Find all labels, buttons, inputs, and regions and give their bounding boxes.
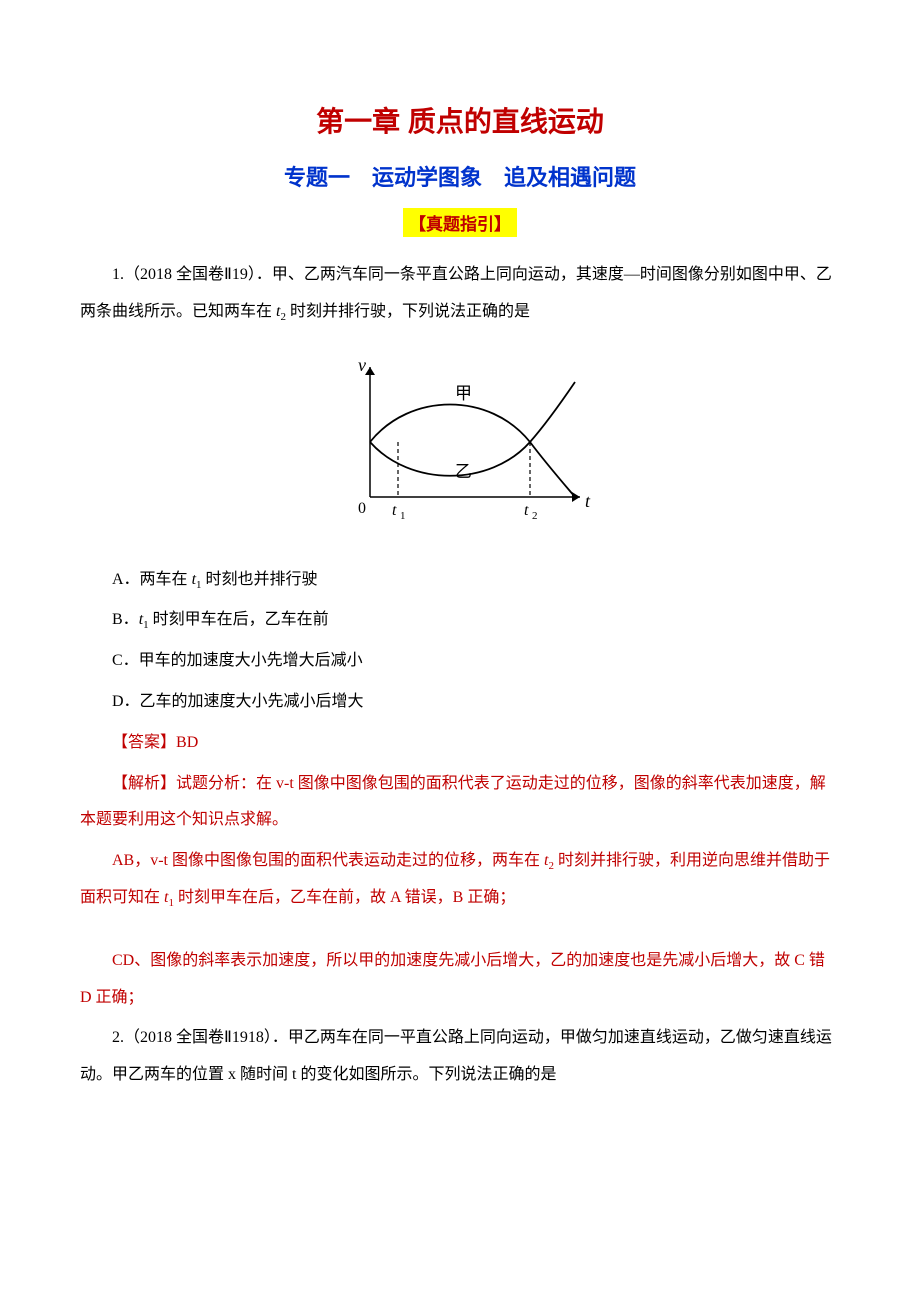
q1-analysis1: 【解析】试题分析：在 v-t 图像中图像包围的面积代表了运动走过的位移，图像的斜…: [80, 766, 840, 840]
curve-yi: [370, 382, 575, 476]
answer-label: 【答案】: [112, 734, 176, 751]
origin-label: 0: [358, 500, 366, 517]
q1-option-c: C．甲车的加速度大小先增大后减小: [80, 643, 840, 680]
q1-ana2-pre: AB，v-t 图像中图像包围的面积代表运动走过的位移，两车在: [112, 852, 544, 869]
q1-optb-pre: B．: [112, 611, 139, 628]
q1-stem-text2: 时刻并排行驶，下列说法正确的是: [286, 303, 530, 320]
q1-option-a: A．两车在 t1 时刻也并排行驶: [80, 562, 840, 599]
q1-opta-pre: A．两车在: [112, 571, 192, 588]
jia-label: 甲: [455, 384, 472, 403]
q1-ana2-post: 时刻甲车在后，乙车在前，故 A 错误，B 正确；: [174, 889, 515, 906]
q1-option-b: B．t1 时刻甲车在后，乙车在前: [80, 602, 840, 639]
section-title: 专题一 运动学图象 追及相遇问题: [80, 160, 840, 192]
t1-label: t: [392, 502, 397, 519]
t-axis-label: t: [585, 491, 591, 511]
yi-label: 乙: [455, 462, 472, 481]
q1-answer: 【答案】BD: [80, 725, 840, 762]
q1-option-d: D．乙车的加速度大小先减小后增大: [80, 684, 840, 721]
q1-analysis3: CD、图像的斜率表示加速度，所以甲的加速度先减小后增大，乙的加速度也是先减小后增…: [80, 943, 840, 1017]
y-arrow-icon: [365, 367, 375, 375]
spacer: [80, 921, 840, 943]
q2-stem: 2.（2018 全国卷Ⅱ1918）．甲乙两车在同一平直公路上同向运动，甲做匀加速…: [80, 1020, 840, 1094]
q1-analysis2: AB，v-t 图像中图像包围的面积代表运动走过的位移，两车在 t2 时刻并排行驶…: [80, 843, 840, 917]
q1-figure: v t 0 t 1 t 2 甲 乙: [80, 347, 840, 542]
answer-value: BD: [176, 734, 198, 751]
t2-label: t: [524, 502, 529, 519]
q1-opta-post: 时刻也并排行驶: [202, 571, 318, 588]
v-axis-label: v: [358, 355, 366, 375]
vt-graph: v t 0 t 1 t 2 甲 乙: [320, 347, 600, 537]
curve-jia: [370, 404, 575, 497]
guide-label: 【真题指引】: [403, 208, 517, 237]
q1-stem: 1.（2018 全国卷Ⅱ19）．甲、乙两汽车同一条平直公路上同向运动，其速度—时…: [80, 257, 840, 331]
chapter-title: 第一章 质点的直线运动: [80, 100, 840, 140]
t1-sub: 1: [400, 510, 406, 522]
guide-label-wrap: 【真题指引】: [80, 208, 840, 237]
t2-sub: 2: [532, 510, 538, 522]
q1-optb-post: 时刻甲车在后，乙车在前: [149, 611, 329, 628]
